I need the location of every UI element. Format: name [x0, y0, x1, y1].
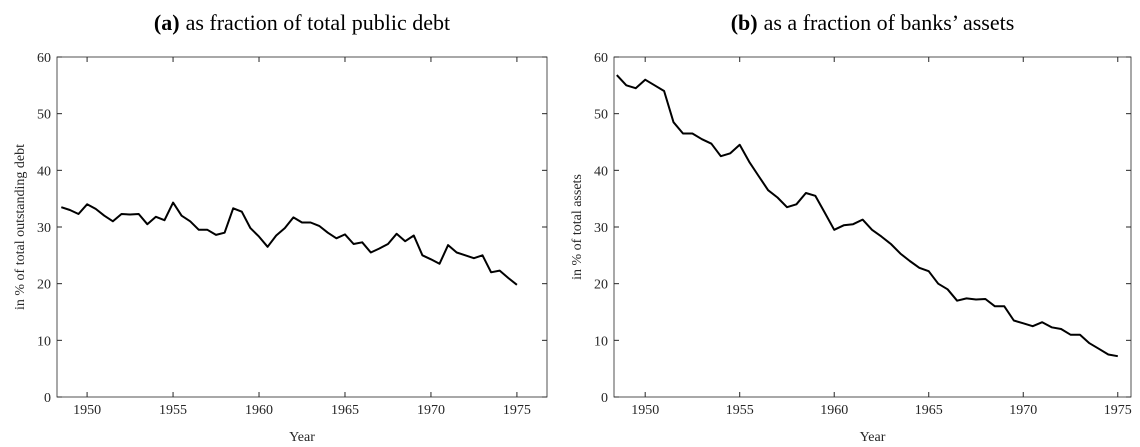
x-tick-label: 1960	[245, 403, 273, 418]
x-tick-label: 1950	[631, 403, 659, 418]
x-tick-label: 1960	[820, 403, 848, 418]
x-tick-label: 1965	[915, 403, 943, 418]
panel: (b) as a fraction of banks’ assets 1950 195…	[570, 10, 1132, 445]
x-tick-label: 1975	[503, 403, 531, 418]
y-tick-label: 30	[594, 221, 608, 236]
panel-title: (a) as fraction of total public debt	[154, 10, 450, 35]
x-tick-label: 1950	[73, 403, 101, 418]
panel-title-text: as fraction of total public debt	[186, 10, 451, 35]
y-tick-label: 60	[37, 51, 51, 66]
y-tick-label: 0	[44, 391, 51, 406]
y-tick-label: 20	[594, 278, 608, 293]
panel-label: (a)	[154, 10, 180, 35]
panel-title-text: as a fraction of banks’ assets	[764, 10, 1015, 35]
x-axis-label: Year	[860, 430, 886, 445]
y-tick-label: 0	[601, 391, 608, 406]
x-tick-label: 1970	[417, 403, 445, 418]
y-tick-label: 40	[37, 164, 51, 179]
y-axis-label: in % of total outstanding debt	[13, 144, 28, 310]
panel-label: (b)	[731, 10, 758, 35]
y-tick-label: 50	[37, 108, 51, 123]
panel-title: (b) as a fraction of banks’ assets	[731, 10, 1015, 35]
y-tick-label: 40	[594, 164, 608, 179]
x-tick-label: 1975	[1104, 403, 1132, 418]
y-tick-label: 10	[594, 334, 608, 349]
x-tick-label: 1965	[331, 403, 359, 418]
plot-area	[56, 56, 548, 398]
panel: (a) as fraction of total public debt 1950 1…	[13, 10, 548, 445]
x-tick-label: 1970	[1009, 403, 1037, 418]
y-axis-label: in % of total assets	[570, 174, 585, 280]
y-tick-label: 10	[37, 334, 51, 349]
x-tick-label: 1955	[726, 403, 754, 418]
y-tick-label: 30	[37, 221, 51, 236]
y-tick-label: 50	[594, 108, 608, 123]
y-tick-label: 20	[37, 278, 51, 293]
data-line	[616, 74, 1118, 358]
x-axis-label: Year	[289, 430, 315, 445]
data-line	[60, 201, 518, 286]
x-tick-label: 1955	[159, 403, 187, 418]
y-tick-label: 60	[594, 51, 608, 66]
plot-area	[613, 56, 1132, 398]
